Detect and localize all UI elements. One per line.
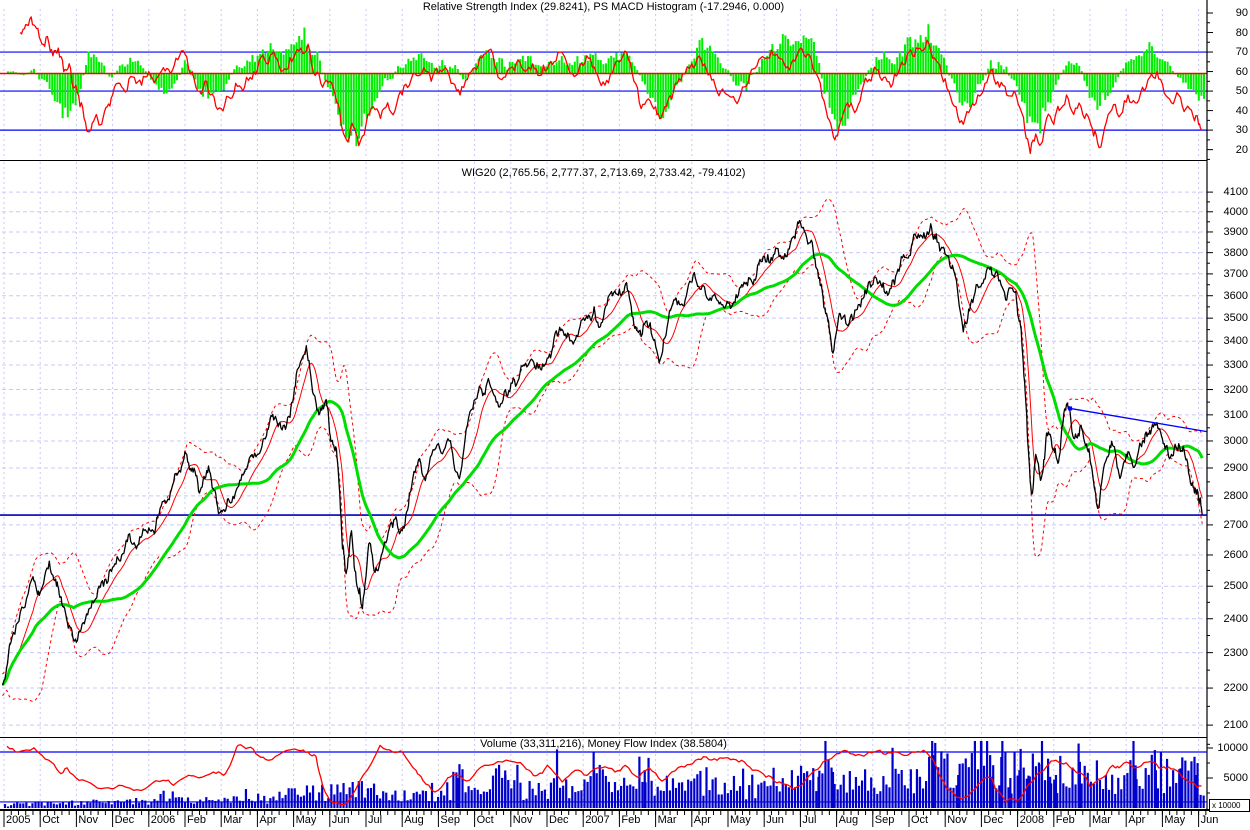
price-axis-label: 2300 [1223, 646, 1248, 659]
rsi-axis-label: 90 [1235, 7, 1248, 19]
x-axis-month-label: May [1164, 814, 1186, 826]
price-axis-label: 3800 [1223, 246, 1248, 259]
indicator-panel-title: Relative Strength Index (29.8241), PS MA… [422, 1, 785, 13]
x-axis-month-label: May [730, 814, 751, 826]
x-axis-month-label: Sep [440, 814, 460, 826]
price-axis-label: 2400 [1223, 612, 1248, 625]
x-axis-month-label: Oct [42, 814, 60, 826]
x-axis-month-label: Jun [766, 814, 784, 826]
x-axis-month-label: 2007 [585, 814, 610, 826]
rsi-axis-label: 20 [1235, 143, 1248, 156]
price-axis-label: 3500 [1223, 312, 1248, 325]
rsi-axis-label: 30 [1235, 124, 1248, 137]
price-axis-label: 2700 [1223, 518, 1248, 531]
price-panel-title: WIG20 (2,765.56, 2,777.37, 2,713.69, 2,7… [461, 167, 746, 179]
rsi-axis-label: 60 [1235, 65, 1248, 78]
x-axis-month-label: Apr [1128, 814, 1146, 826]
price-axis-label: 3700 [1223, 267, 1248, 280]
x-axis-month-label: Apr [693, 814, 711, 826]
x-axis-month-label: Mar [657, 814, 677, 826]
volume-axis-label: 5000 [1223, 772, 1248, 784]
volume-panel-hitarea[interactable] [0, 738, 1207, 810]
x-axis-month-label: Mar [1092, 814, 1111, 826]
price-axis-label: 2900 [1223, 461, 1248, 474]
price-axis-label: 2200 [1223, 682, 1248, 695]
x-axis-month-label: Jun [1200, 814, 1219, 826]
price-axis-label: 3600 [1223, 289, 1248, 302]
price-axis-label: 3000 [1223, 434, 1248, 447]
rsi-axis-label: 80 [1235, 26, 1248, 39]
price-axis-label: 3200 [1223, 383, 1248, 396]
rsi-axis-label: 70 [1235, 46, 1248, 59]
x-axis-month-label: Oct [476, 814, 494, 826]
price-axis-label: 2800 [1223, 489, 1248, 502]
price-axis-label: 4000 [1223, 205, 1248, 218]
price-axis-label: 2600 [1223, 548, 1248, 561]
price-axis-label: 3900 [1223, 225, 1248, 238]
x-axis-month-label: Jun [331, 814, 350, 826]
x-axis-month-label: Nov [78, 814, 98, 826]
x-axis-month-label: Feb [1055, 814, 1075, 826]
x-axis-month-label: Dec [983, 814, 1003, 826]
volume-axis-label: 10000 [1217, 742, 1248, 754]
x-axis-month-label: Dec [114, 814, 135, 826]
x-axis-month-label: Nov [512, 814, 533, 826]
x-axis-month-label: Jul [368, 814, 383, 826]
x-axis-month-label: Aug [838, 814, 859, 826]
x-axis-month-label: 2006 [150, 814, 176, 826]
x-axis-month-label: Oct [911, 814, 929, 826]
x-axis-month-label: Feb [621, 814, 641, 826]
x-axis-month-label: 2005 [6, 814, 31, 826]
rsi-axis-label: 50 [1235, 85, 1248, 98]
x-axis-month-label: Sep [874, 814, 895, 826]
volume-multiplier-box: x 10000 [1209, 799, 1250, 812]
price-axis-label: 3300 [1223, 359, 1248, 372]
x-axis-month-label: Mar [223, 814, 243, 826]
price-axis-label: 2100 [1223, 719, 1248, 732]
x-axis-month-label: Jul [802, 814, 817, 826]
x-axis-month-label: Apr [259, 814, 277, 826]
price-panel-hitarea[interactable] [0, 162, 1207, 737]
x-axis-month-label: Nov [947, 814, 967, 826]
rsi-axis-label: 40 [1235, 104, 1248, 117]
price-axis-label: 4100 [1223, 186, 1248, 199]
price-axis-label: 2500 [1223, 580, 1248, 593]
x-axis-month-label: Dec [549, 814, 569, 826]
indicator-panel-hitarea[interactable] [0, 8, 1207, 160]
x-axis-month-label: May [295, 814, 317, 826]
volume-panel-title: Volume (33,311,216), Money Flow Index (3… [480, 738, 727, 750]
x-axis-month-label: 2008 [1019, 814, 1045, 826]
x-axis-month-label: Feb [187, 814, 206, 826]
price-axis-label: 3100 [1223, 408, 1248, 421]
x-axis-month-label: Aug [404, 814, 424, 826]
price-axis-label: 3400 [1223, 335, 1248, 348]
